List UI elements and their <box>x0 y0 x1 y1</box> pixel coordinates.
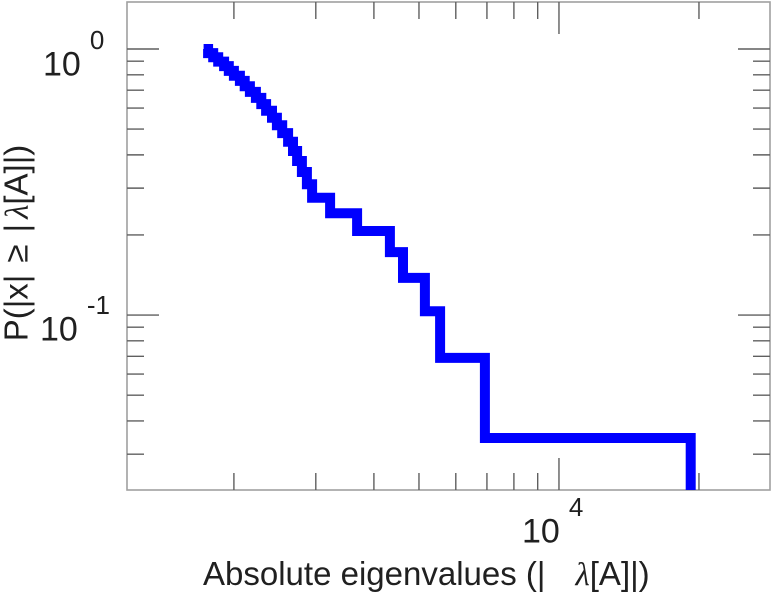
y-axis-title-suffix: [A]|) <box>0 144 35 205</box>
x-axis-title-prefix: Absolute eigenvalues (| <box>203 555 546 592</box>
ccdf-curve <box>203 44 696 490</box>
lambda-symbol: λ <box>0 204 36 219</box>
plot-frame <box>126 1 771 491</box>
y-tick-label-1e-1: 10 -1 <box>40 290 110 349</box>
y-tick-1e-1-base: 10 <box>40 310 78 349</box>
greater-equal-symbol: ≥ <box>0 244 35 263</box>
y-axis-title: P(|x| ≥ | λ[A]|) <box>0 145 36 342</box>
y-tick-label-1e0: 10 0 <box>43 25 104 84</box>
y-tick-1e0-exponent: 0 <box>89 25 105 55</box>
x-axis-title-suffix: [A]|) <box>589 555 650 592</box>
y-axis-title-bar: | <box>0 223 35 233</box>
y-tick-1e-1-exponent: -1 <box>86 290 110 320</box>
x-tick-label-1e4: 10 4 <box>522 492 583 551</box>
x-tick-1e4-exponent: 4 <box>568 492 584 522</box>
lambda-symbol: λ <box>575 557 590 593</box>
y-tick-1e0-base: 10 <box>43 45 81 84</box>
x-tick-1e4-base: 10 <box>522 512 560 551</box>
y-axis-title-prefix: P(|x| <box>0 274 35 342</box>
x-axis-title: Absolute eigenvalues (| λ[A]|) <box>203 555 650 594</box>
